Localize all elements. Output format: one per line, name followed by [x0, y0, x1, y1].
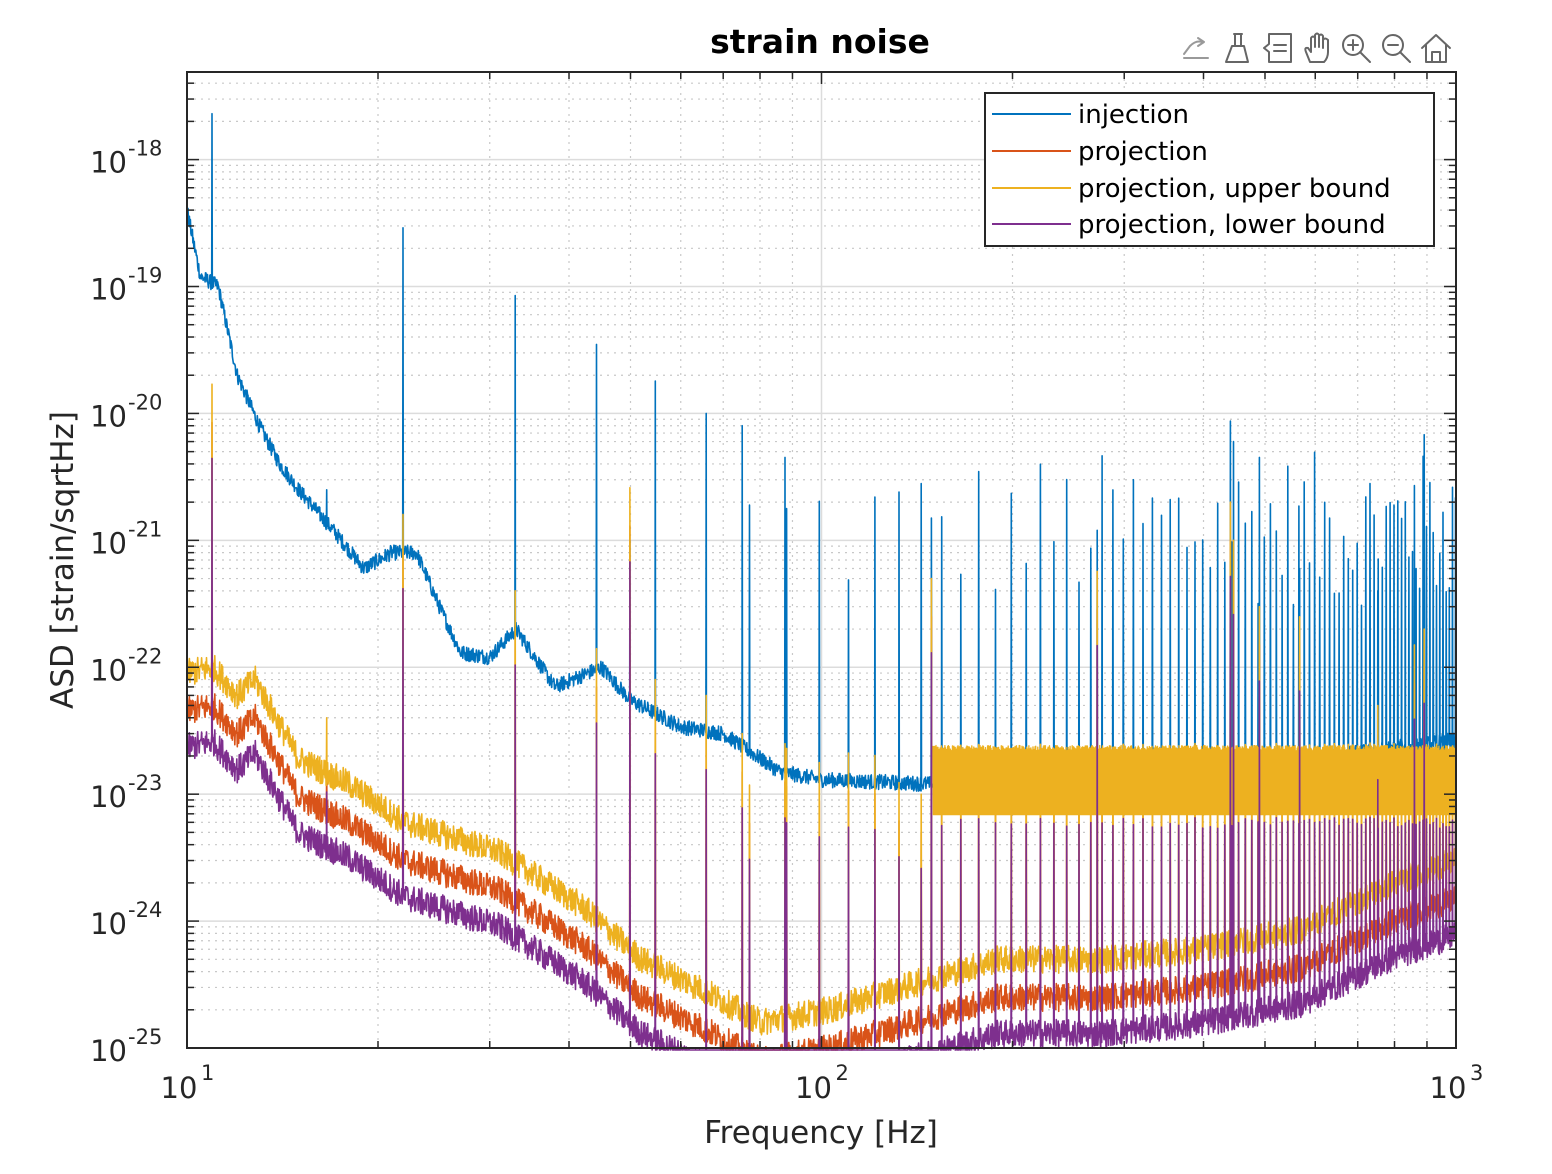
- ticks: [186, 72, 1456, 1049]
- y-tick-exponent: -19: [128, 264, 162, 288]
- series-projection-lower-bound-line: [186, 457, 1457, 1051]
- x-tick-exponent: 2: [836, 1061, 849, 1085]
- y-axis-label: ASD [strain/sqrtHz]: [45, 411, 81, 709]
- x-axis-label: Frequency [Hz]: [704, 1115, 938, 1151]
- zoom-out-icon[interactable]: [1380, 32, 1412, 64]
- x-tick-exponent: 1: [201, 1061, 214, 1085]
- legend-box: [984, 92, 1435, 247]
- x-tick-exponent: 3: [1470, 1061, 1483, 1085]
- chart-title: strain noise: [710, 22, 930, 61]
- legend-label-injection: injection: [1078, 100, 1189, 130]
- y-tick-label: 10: [90, 653, 127, 687]
- y-tick-label: 10: [90, 780, 127, 814]
- zoom-in-icon[interactable]: [1340, 32, 1372, 64]
- axes-toolbar: [1180, 32, 1452, 64]
- legend-label-projection: projection: [1078, 137, 1208, 167]
- y-tick-label: 10: [90, 907, 127, 941]
- export-icon[interactable]: [1180, 32, 1212, 64]
- y-tick-label: 10: [90, 526, 127, 560]
- y-tick-exponent: -23: [128, 771, 162, 795]
- legend[interactable]: injection projection projection, upper b…: [984, 92, 1435, 247]
- brush-icon[interactable]: [1222, 32, 1254, 64]
- y-tick-exponent: -24: [128, 898, 162, 922]
- legend-label-lower-bound: projection, lower bound: [1078, 210, 1386, 240]
- y-tick-exponent: -25: [128, 1025, 162, 1049]
- y-tick-label: 10: [90, 146, 127, 180]
- y-tick-exponent: -21: [128, 517, 162, 541]
- home-icon[interactable]: [1420, 32, 1452, 64]
- series-lines: [186, 112, 1457, 1051]
- y-tick-exponent: -18: [128, 137, 162, 161]
- y-tick-exponent: -20: [128, 390, 162, 414]
- datatip-icon[interactable]: [1261, 32, 1293, 64]
- x-tick-label: 10: [795, 1071, 832, 1105]
- y-tick-label: 10: [90, 1034, 127, 1068]
- series-projection-upper-bound-band: [932, 744, 1457, 816]
- y-tick-label: 10: [90, 399, 127, 433]
- x-tick-label: 10: [1430, 1071, 1467, 1105]
- x-tick-label: 10: [161, 1071, 198, 1105]
- pan-icon[interactable]: [1301, 32, 1333, 64]
- y-tick-exponent: -22: [128, 644, 162, 668]
- legend-label-upper-bound: projection, upper bound: [1078, 174, 1391, 204]
- y-tick-label: 10: [90, 273, 127, 307]
